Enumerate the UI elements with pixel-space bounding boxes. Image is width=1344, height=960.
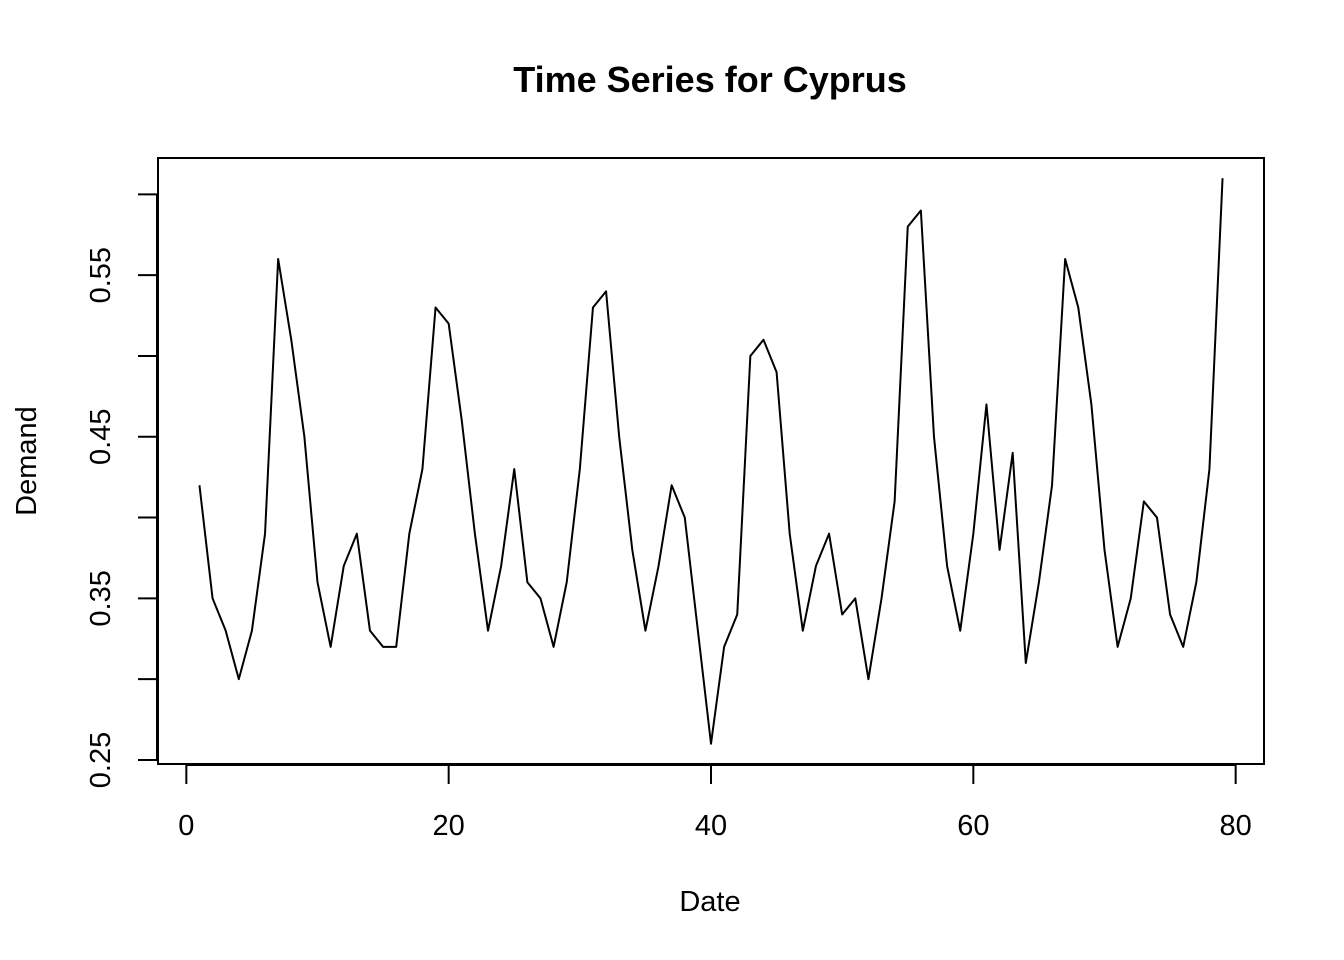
y-axis-label: Demand — [11, 406, 43, 516]
plot-frame — [157, 157, 1265, 765]
series-line — [198, 178, 1224, 745]
x-tick-label: 60 — [957, 810, 989, 842]
x-tick-label: 20 — [433, 810, 465, 842]
x-tick-label: 80 — [1220, 810, 1252, 842]
y-tick-label: 0.45 — [85, 409, 117, 465]
y-axis: 0.25 0.35 0.45 0.55 — [85, 193, 158, 788]
x-tick-label: 40 — [695, 810, 727, 842]
y-tick-label: 0.35 — [85, 570, 117, 626]
y-tick-label: 0.55 — [85, 247, 117, 303]
x-axis-label: Date — [679, 886, 740, 918]
y-tick-label: 0.25 — [85, 732, 117, 788]
chart-title: Time Series for Cyprus — [513, 59, 907, 100]
x-tick-label: 0 — [178, 810, 194, 842]
x-axis: 0 20 40 60 80 — [178, 764, 1252, 842]
